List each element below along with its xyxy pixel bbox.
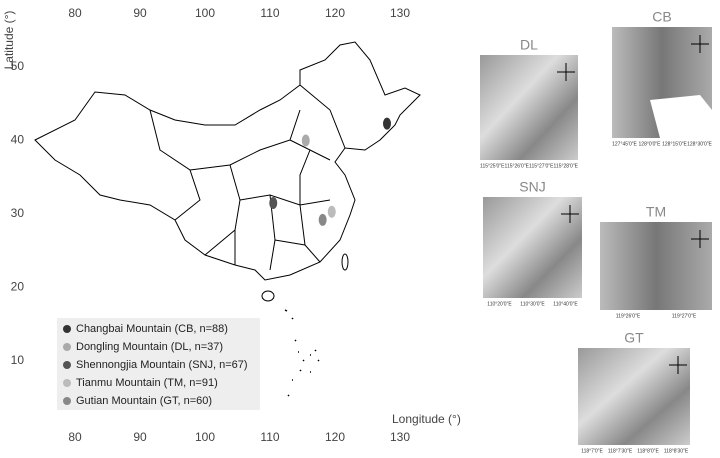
x-tick-label-top: 90 <box>133 6 147 20</box>
site-marker <box>318 213 327 226</box>
north-arrow <box>669 356 687 374</box>
legend-marker <box>63 397 71 405</box>
inset-x-label: 128°30'0"E <box>687 141 712 147</box>
x-tick-label: 110 <box>260 430 279 444</box>
north-arrow <box>691 230 709 248</box>
province-borders <box>149 84 346 271</box>
inset-x-label: 115°28'0"E <box>554 163 579 169</box>
y-tick-label: 20 <box>11 280 25 294</box>
legend-marker <box>63 379 71 387</box>
legend-marker <box>63 343 71 351</box>
islands <box>284 309 320 397</box>
x-tick-label: 130 <box>390 430 410 444</box>
inset-x-label: 115°27'0"E <box>529 163 554 169</box>
inset-x-label: 128°0'0"E <box>639 141 662 147</box>
inset-map <box>480 55 578 160</box>
inset-x-label: 110°40'0"E <box>553 301 578 307</box>
north-arrow <box>691 35 709 53</box>
y-axis-label: Latitude (°) <box>2 11 16 70</box>
inset-title: GT <box>624 330 644 346</box>
y-tick-label: 50 <box>11 59 25 73</box>
inset-title: DL <box>520 37 538 53</box>
legend-marker <box>63 361 71 369</box>
site-marker <box>327 205 336 218</box>
inset-x-label: 118°8'0"E <box>637 448 659 454</box>
hainan <box>261 290 275 302</box>
inset-x-label: 115°25'0"E <box>480 163 505 169</box>
x-tick-label: 80 <box>68 430 82 444</box>
inset-title: TM <box>646 204 666 220</box>
x-tick-label-top: 120 <box>325 6 345 20</box>
x-tick-label: 120 <box>325 430 345 444</box>
legend-label: Changbai Mountain (CB, n=88) <box>76 323 228 335</box>
inset-lake <box>650 95 712 138</box>
legend-box <box>57 318 260 410</box>
inset-x-label: 115°26'0"E <box>505 163 530 169</box>
china-map <box>34 41 421 397</box>
north-arrow <box>557 63 575 81</box>
legend-label: Dongling Mountain (DL, n=37) <box>76 341 223 353</box>
north-arrow <box>561 205 579 223</box>
inset-map <box>600 222 712 310</box>
inset-x-label: 119°27'0"E <box>672 313 697 319</box>
site-marker <box>383 117 391 130</box>
x-axis-label: Longitude (°) <box>392 412 461 426</box>
site-marker <box>301 134 310 147</box>
inset-map <box>483 197 582 298</box>
inset-x-label: 118°7'30"E <box>608 448 633 454</box>
inset-x-label: 118°7'0"E <box>581 448 603 454</box>
x-tick-label: 100 <box>195 430 215 444</box>
country-outline <box>34 41 421 281</box>
y-tick-label: 10 <box>11 353 25 367</box>
y-tick-label: 30 <box>11 206 25 220</box>
inset-title: SNJ <box>519 179 545 195</box>
x-tick-label: 90 <box>133 430 147 444</box>
inset-map <box>578 348 690 445</box>
inset-x-label: 118°8'30"E <box>664 448 689 454</box>
legend-label: Tianmu Mountain (TM, n=91) <box>76 377 218 389</box>
site-marker <box>269 196 278 209</box>
legend-marker <box>63 325 71 333</box>
inset-x-label: 128°15'0"E <box>662 141 687 147</box>
y-tick-label: 40 <box>11 133 25 147</box>
inset-x-label: 110°30'0"E <box>520 301 545 307</box>
x-tick-label-top: 80 <box>68 6 82 20</box>
legend-label: Gutian Mountain (GT, n=60) <box>76 395 212 407</box>
x-tick-label-top: 130 <box>390 6 410 20</box>
x-tick-label-top: 100 <box>195 6 215 20</box>
inset-x-label: 110°20'0"E <box>487 301 512 307</box>
inset-x-label: 127°45'0"E <box>612 141 637 147</box>
taiwan <box>341 253 349 271</box>
inset-title: CB <box>652 9 671 25</box>
inset-x-label: 119°26'0"E <box>616 313 641 319</box>
legend-label: Shennongjia Mountain (SNJ, n=67) <box>76 359 248 371</box>
x-tick-label-top: 110 <box>260 6 279 20</box>
